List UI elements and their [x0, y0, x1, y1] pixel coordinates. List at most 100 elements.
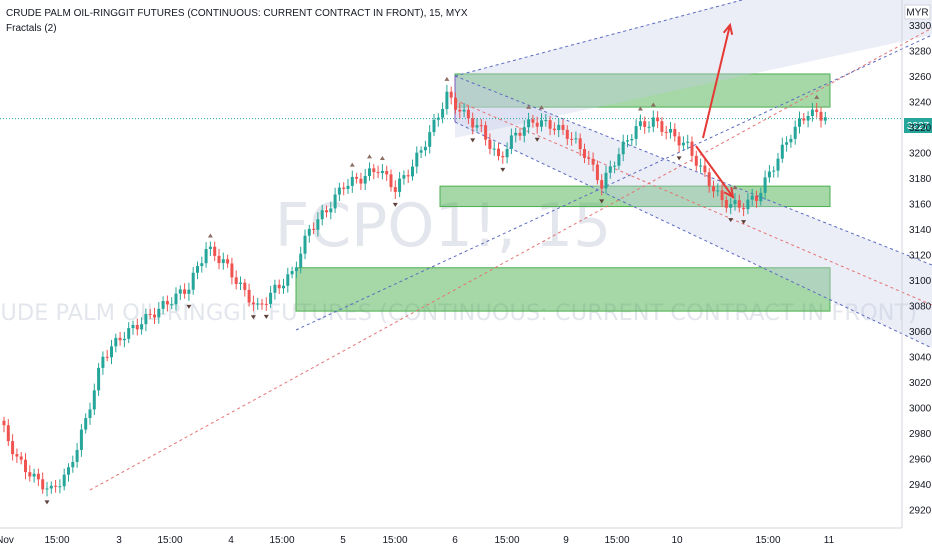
price-zone[interactable] — [454, 73, 831, 108]
candle-body — [148, 313, 152, 315]
candle — [518, 127, 522, 141]
candle-body — [484, 125, 488, 140]
candle — [127, 322, 131, 344]
x-tick-label: 15:00 — [755, 535, 780, 546]
candle-body — [92, 390, 96, 410]
y-tick-label: 3000 — [909, 404, 932, 415]
candle — [475, 118, 479, 132]
candle — [380, 164, 384, 180]
candle-body — [677, 136, 681, 146]
candle — [303, 229, 307, 260]
candle-body — [411, 166, 414, 177]
candle — [561, 119, 565, 135]
candle-body — [720, 190, 724, 201]
candle — [385, 165, 389, 181]
candle — [531, 114, 535, 128]
candle — [178, 285, 182, 301]
candle — [600, 174, 604, 196]
fractal-down-marker — [263, 314, 269, 319]
candle — [720, 184, 724, 208]
candle — [557, 117, 561, 138]
x-tick-label: 5 — [340, 535, 346, 546]
candle-body — [819, 111, 823, 121]
down-projection-arrow-shaft — [695, 145, 734, 198]
time-axis[interactable]: Nov 15:00 3 15:00 4 15:00 5 15:00 6 15:00 9 15:00 10… — [0, 527, 902, 546]
candle-body — [514, 132, 518, 136]
x-tick-label: 15:00 — [44, 535, 69, 546]
candle — [638, 114, 642, 131]
candle — [724, 196, 728, 213]
candle-body — [191, 272, 195, 290]
candle-body — [389, 174, 393, 188]
candle-body — [565, 129, 569, 139]
candle-body — [376, 172, 380, 174]
candle — [75, 442, 79, 468]
candle-body — [810, 109, 814, 117]
candle — [282, 278, 285, 294]
candle — [527, 112, 531, 134]
candle — [634, 119, 638, 146]
x-tick-label: 15:00 — [494, 535, 519, 546]
candle — [669, 121, 672, 139]
candle — [376, 165, 380, 179]
candle-body — [213, 246, 217, 256]
candle-body — [329, 208, 333, 213]
fractal-up-marker — [814, 94, 820, 99]
candle — [165, 295, 169, 312]
candle — [88, 402, 92, 425]
candle-body — [208, 246, 212, 250]
candle — [746, 193, 750, 215]
candle-body — [755, 195, 758, 202]
candle-body — [247, 289, 251, 303]
candle-body — [62, 474, 66, 487]
fractal-up-marker — [732, 185, 738, 190]
candle-body — [342, 187, 346, 189]
candle-body — [75, 449, 79, 462]
candle — [234, 270, 238, 290]
candle-body — [583, 149, 586, 158]
candle — [54, 479, 58, 493]
candle — [651, 110, 655, 133]
candle-body — [49, 485, 53, 489]
candle — [798, 111, 801, 134]
candle — [492, 141, 496, 156]
candle-body — [729, 204, 733, 208]
price-zone[interactable] — [295, 267, 831, 312]
down-projection-arrow[interactable] — [695, 145, 735, 199]
candle — [763, 170, 767, 200]
candles — [2, 84, 827, 497]
y-tick-label: 3280 — [909, 47, 932, 58]
candle-body — [798, 118, 801, 127]
candle-body — [290, 271, 294, 275]
fractal-down-marker — [728, 218, 734, 223]
candle-body — [471, 118, 475, 128]
candle-body — [363, 176, 367, 184]
y-tick-label: 3300 — [909, 21, 932, 32]
up-projection-arrow[interactable] — [702, 22, 734, 139]
candle — [49, 481, 53, 494]
candle-body — [548, 120, 552, 129]
candle — [337, 182, 341, 202]
candle — [694, 150, 698, 171]
candle-body — [239, 282, 242, 284]
candle — [161, 296, 165, 314]
candle — [630, 134, 634, 147]
candle-body — [604, 172, 608, 189]
candle — [389, 169, 393, 192]
up-channel-top-line — [454, 0, 743, 77]
channels[interactable] — [89, 0, 932, 491]
candle-body — [110, 346, 113, 358]
candle — [170, 297, 174, 310]
price-axis[interactable]: MYR 3227 2920 2940 2960 2980 3000 3020 3040 306… — [901, 0, 932, 528]
candle-body — [105, 356, 109, 358]
candle-body — [84, 418, 88, 430]
candle-body — [183, 289, 187, 294]
projection-arrows[interactable] — [695, 22, 735, 199]
y-tick-label: 3080 — [909, 302, 932, 313]
candle-body — [634, 126, 638, 139]
candle — [604, 165, 608, 194]
candle-body — [204, 249, 208, 264]
candle-body — [380, 170, 384, 174]
candle — [239, 276, 242, 290]
